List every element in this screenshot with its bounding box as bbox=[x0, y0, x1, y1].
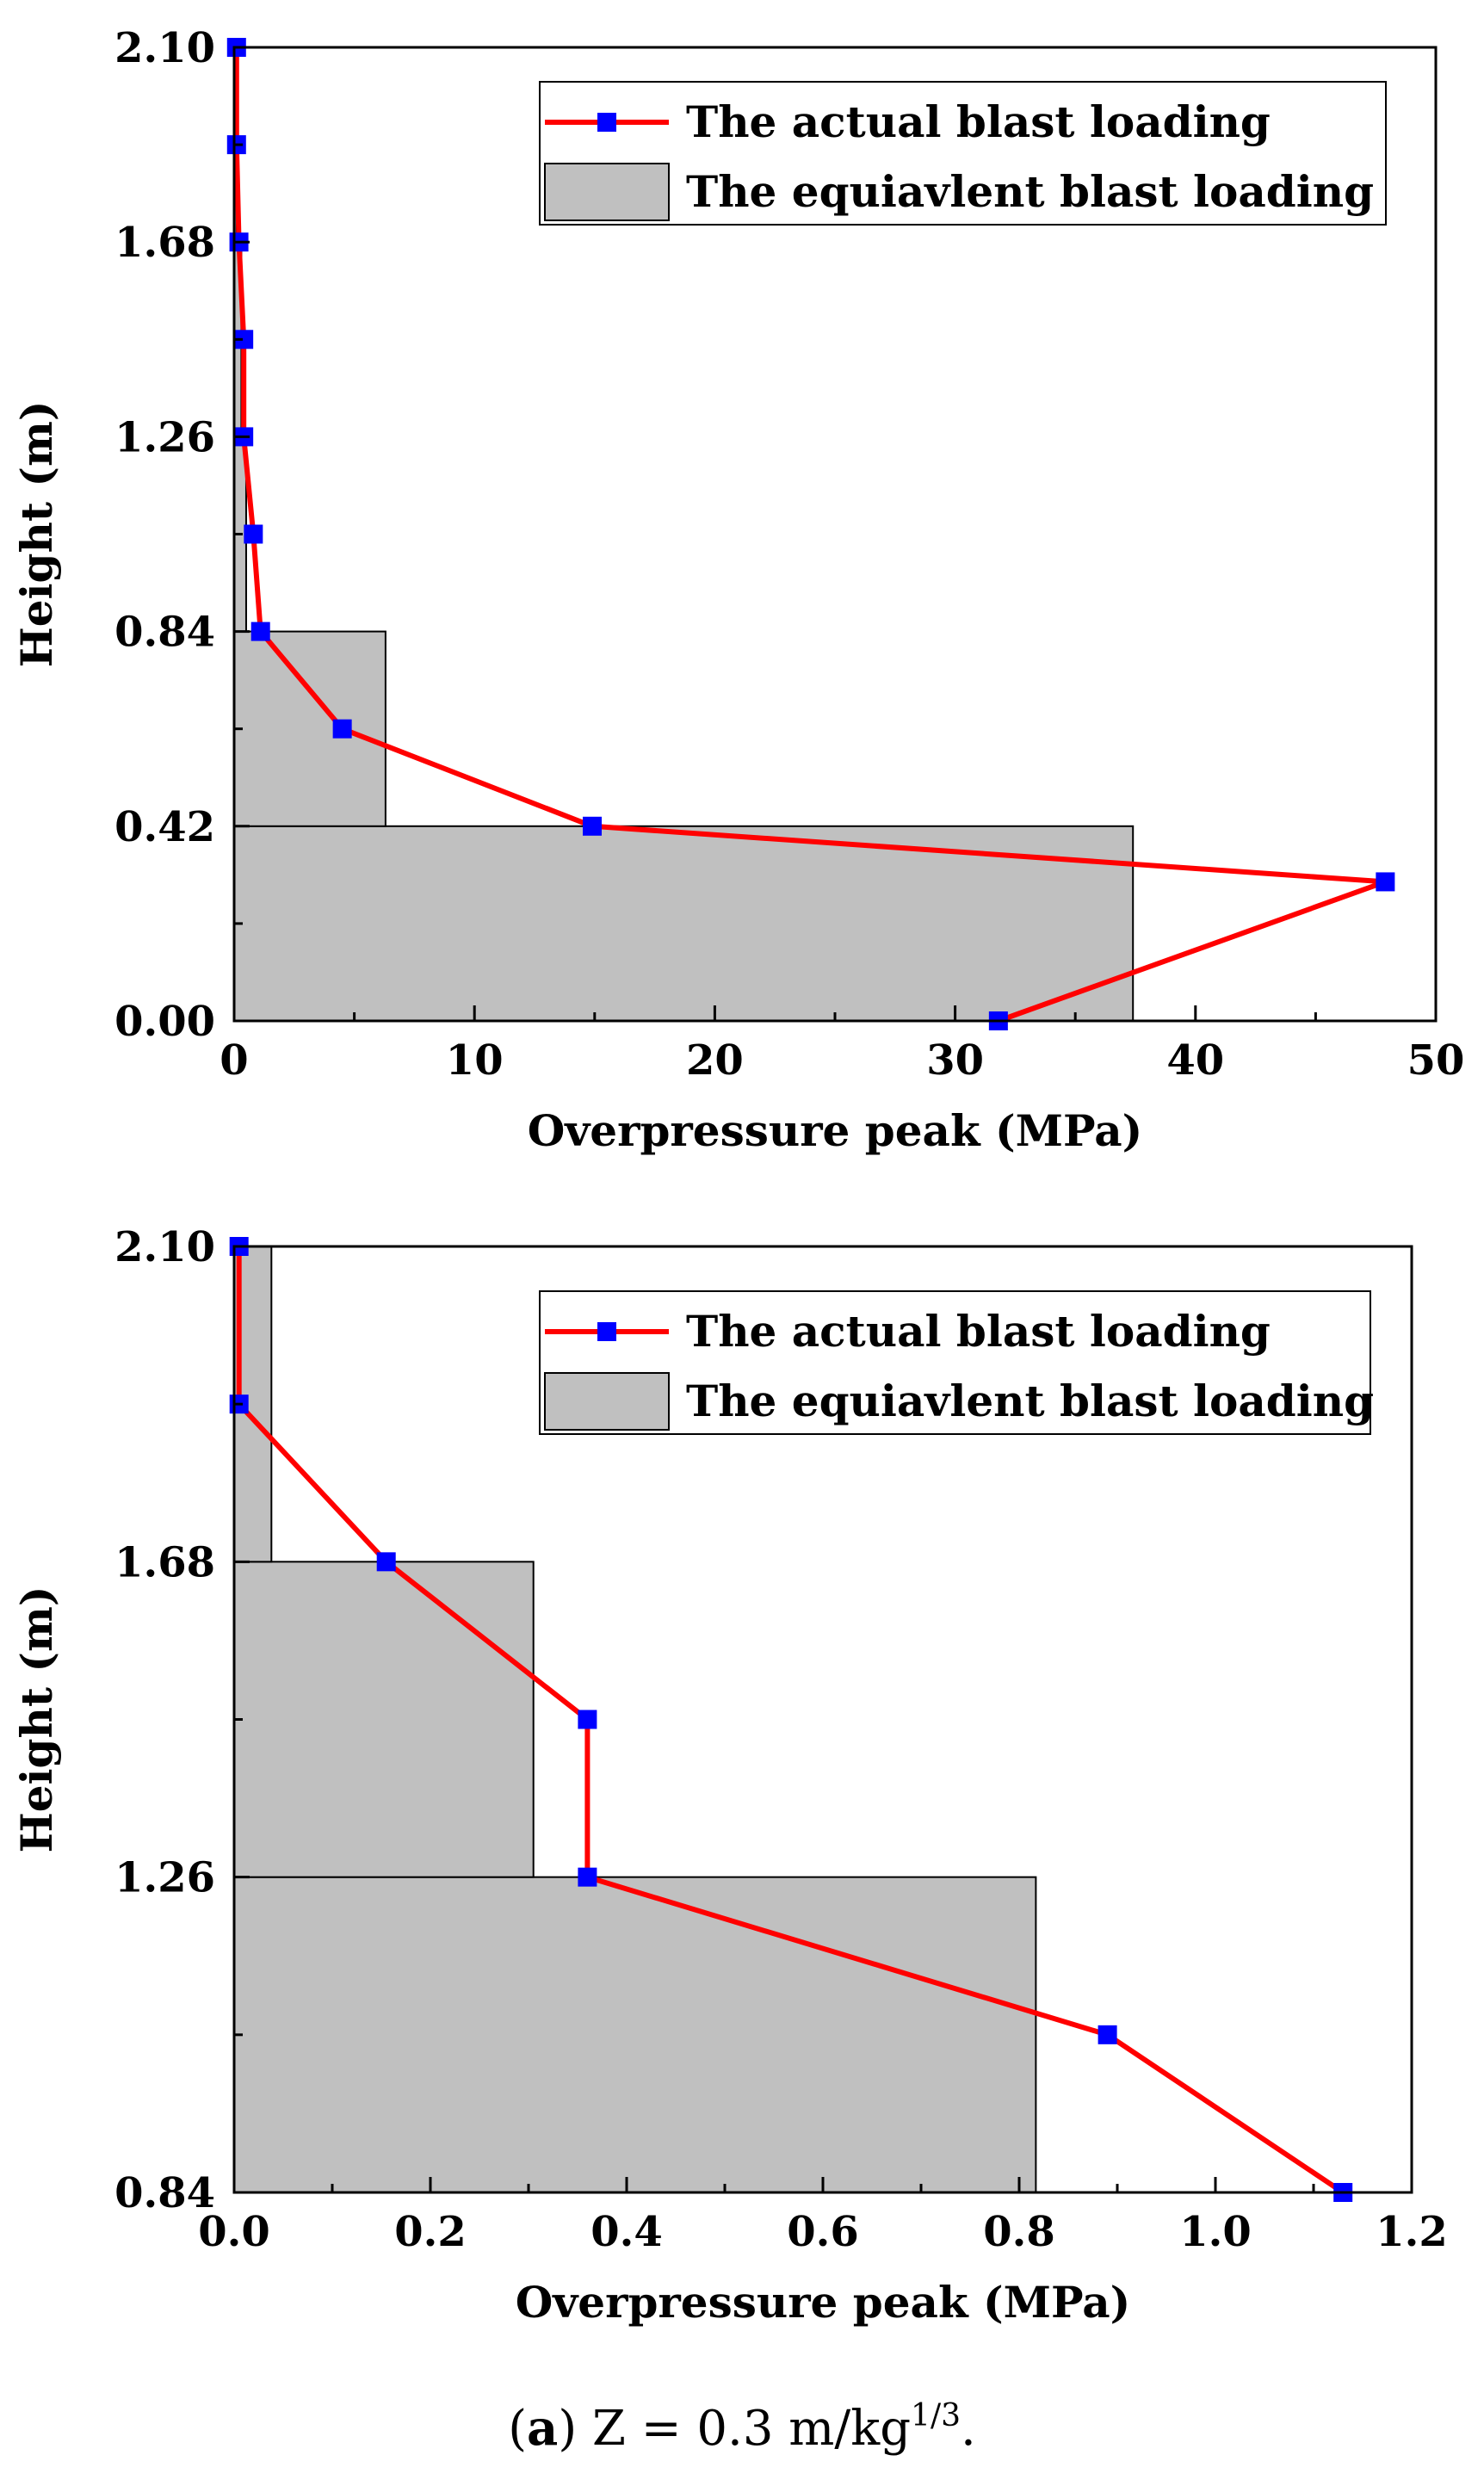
legend-label-actual: The actual blast loading bbox=[686, 1306, 1271, 1357]
y-tick-label: 2.10 bbox=[114, 24, 215, 72]
x-tick-label: 0.0 bbox=[198, 2208, 270, 2256]
y-tick-label: 1.68 bbox=[114, 1538, 215, 1586]
caption-open: ( bbox=[508, 2401, 527, 2457]
y-tick-label: 0.84 bbox=[114, 609, 215, 657]
legend-box bbox=[539, 1290, 1371, 1435]
equivalent-bar bbox=[233, 1876, 1037, 2194]
y-tick-label: 0.00 bbox=[114, 998, 215, 1046]
legend-marker-sample bbox=[597, 113, 616, 132]
x-tick-label: 0.2 bbox=[394, 2208, 467, 2256]
equivalent-bar bbox=[233, 825, 1135, 1022]
data-point bbox=[578, 1867, 597, 1887]
caption-letter: a bbox=[527, 2400, 558, 2457]
legend-bar-sample bbox=[544, 163, 670, 221]
legend-bar-sample bbox=[544, 1372, 670, 1431]
y-axis-title: Height (m) bbox=[11, 400, 62, 667]
x-tick-label: 0.8 bbox=[983, 2208, 1055, 2256]
caption-text: ) Z = 0.3 m/kg bbox=[558, 2401, 911, 2457]
y-tick-label: 0.84 bbox=[114, 2169, 215, 2217]
x-tick-label: 50 bbox=[1407, 1036, 1465, 1085]
data-point bbox=[244, 524, 263, 544]
data-point bbox=[583, 816, 603, 836]
legend-label-actual: The actual blast loading bbox=[686, 96, 1271, 147]
equivalent-bar bbox=[233, 1561, 535, 1878]
legend-box bbox=[539, 81, 1387, 226]
data-point bbox=[332, 719, 352, 739]
legend-label-equivalent: The equiavlent blast loading bbox=[686, 166, 1374, 217]
equivalent-bar bbox=[233, 630, 386, 827]
y-tick-label: 0.42 bbox=[114, 803, 215, 851]
y-tick-label: 1.68 bbox=[114, 219, 215, 267]
chart-top: 0 10 20 30 40 50 0.00 0.42 0.84 1.26 1.68 2.10 Overp… bbox=[11, 24, 1464, 1156]
data-point bbox=[250, 621, 270, 641]
x-tick-label: 0 bbox=[220, 1036, 248, 1085]
x-tick-label: 1.0 bbox=[1179, 2208, 1252, 2256]
x-tick-label: 40 bbox=[1166, 1036, 1224, 1085]
x-tick-label: 20 bbox=[686, 1036, 744, 1085]
figure-caption: (a) Z = 0.3 m/kg1/3. bbox=[508, 2398, 976, 2457]
caption-end: . bbox=[961, 2401, 976, 2457]
data-point bbox=[234, 330, 254, 349]
legend-label-equivalent: The equiavlent blast loading bbox=[686, 1376, 1374, 1426]
y-axis-title: Height (m) bbox=[11, 1586, 62, 1852]
data-point bbox=[1376, 872, 1395, 892]
x-axis-title: Overpressure peak (MPa) bbox=[528, 1105, 1143, 1156]
data-point bbox=[578, 1710, 597, 1729]
x-tick-label: 1.2 bbox=[1376, 2208, 1448, 2256]
legend-marker-sample bbox=[597, 1322, 616, 1341]
x-tick-label: 0.6 bbox=[787, 2208, 859, 2256]
caption-superscript: 1/3 bbox=[911, 2398, 961, 2433]
data-point bbox=[1098, 2025, 1117, 2044]
x-tick-label: 0.4 bbox=[591, 2208, 663, 2256]
x-axis-title: Overpressure peak (MPa) bbox=[516, 2277, 1131, 2328]
y-tick-label: 1.26 bbox=[114, 413, 215, 461]
chart-bottom: 0.0 0.2 0.4 0.6 0.8 1.0 1.2 0.84 1.26 1.68 2.10 Ove… bbox=[11, 1223, 1448, 2328]
y-tick-label: 1.26 bbox=[114, 1854, 215, 1902]
y-tick-label: 2.10 bbox=[114, 1223, 215, 1271]
x-tick-label: 30 bbox=[926, 1036, 984, 1085]
data-point bbox=[376, 1552, 396, 1572]
x-tick-label: 10 bbox=[446, 1036, 504, 1085]
